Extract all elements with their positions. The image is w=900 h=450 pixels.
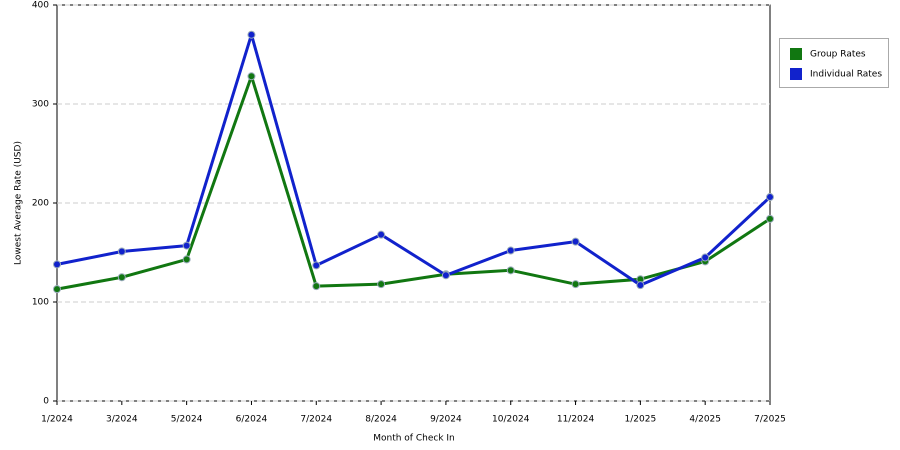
point xyxy=(506,266,515,275)
y-tick-label: 100 xyxy=(32,298,49,308)
x-tick-label: 8/2024 xyxy=(365,415,397,425)
point xyxy=(441,271,450,280)
legend-box xyxy=(779,38,889,88)
y-tick-label: 0 xyxy=(43,397,49,407)
point xyxy=(636,281,645,290)
y-tick-label: 200 xyxy=(32,199,49,209)
x-tick-label: 4/2025 xyxy=(689,415,721,425)
x-tick-label: 7/2024 xyxy=(300,415,332,425)
point xyxy=(247,30,256,39)
point xyxy=(182,241,191,250)
point xyxy=(117,273,126,282)
legend-label: Group Rates xyxy=(810,50,866,60)
point xyxy=(117,247,126,256)
point xyxy=(766,193,774,202)
point xyxy=(312,282,321,291)
point xyxy=(247,72,256,81)
legend-label: Individual Rates xyxy=(810,70,882,80)
x-tick-label: 7/2025 xyxy=(754,415,786,425)
series-line xyxy=(56,74,771,291)
point xyxy=(53,285,61,294)
y-tick-label: 300 xyxy=(32,100,49,110)
x-axis-label: Month of Check In xyxy=(373,434,455,444)
point xyxy=(766,214,774,223)
point xyxy=(571,237,580,246)
series-line xyxy=(56,33,772,287)
point xyxy=(506,246,515,255)
x-tick-label: 1/2025 xyxy=(625,415,657,425)
x-tick-label: 6/2024 xyxy=(236,415,268,425)
point xyxy=(377,280,386,289)
point xyxy=(53,260,61,269)
x-tick-label: 1/2024 xyxy=(41,415,73,425)
legend-swatch xyxy=(790,68,802,80)
x-tick-label: 9/2024 xyxy=(430,415,462,425)
point xyxy=(571,280,580,289)
x-tick-label: 10/2024 xyxy=(492,415,530,425)
x-tick-label: 11/2024 xyxy=(557,415,595,425)
point xyxy=(182,255,191,264)
point xyxy=(377,230,386,239)
x-tick-label: 3/2024 xyxy=(106,415,138,425)
point xyxy=(701,253,710,262)
x-tick-label: 5/2024 xyxy=(171,415,203,425)
y-tick-label: 400 xyxy=(32,1,49,11)
y-axis-label: Lowest Average Rate (USD) xyxy=(14,141,24,265)
legend-swatch xyxy=(790,48,802,60)
point xyxy=(312,261,321,270)
